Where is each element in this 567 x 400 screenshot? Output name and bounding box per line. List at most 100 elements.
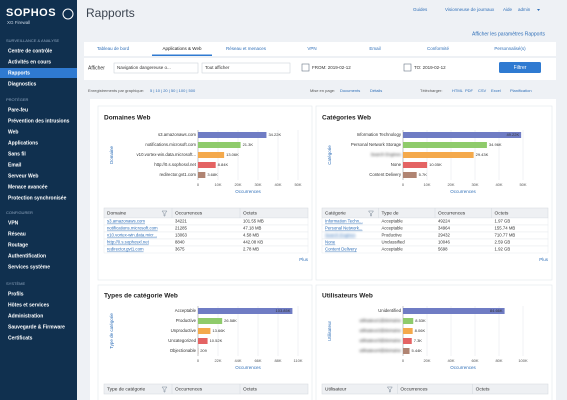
date-from[interactable]: FROM: 2019-02-12 [312,65,351,70]
table-cell: 710.77 MB [495,233,516,238]
more-link[interactable]: Plus [299,257,309,262]
sidebar-active [0,68,77,78]
tab[interactable]: Personnalisé(s) [494,46,526,51]
calendar-icon[interactable] [403,63,412,72]
table-cell[interactable]: http://0.s.sophosxl.net [107,240,150,245]
bar [198,338,208,344]
chart-title: Catégories Web [322,115,371,122]
date-to[interactable]: TO: 2019-02-12 [414,65,446,70]
records-options[interactable]: 5 | 10 | 20 | 50 | 100 | 500 [150,88,196,93]
sidebar-item[interactable]: Sauvegarde & Firmware [8,324,65,330]
table-cell[interactable]: None [325,240,336,245]
sidebar-item[interactable]: Centre de contrôle [8,48,52,54]
sidebar-item[interactable]: Web [8,129,18,135]
bar [403,348,410,354]
sidebar-item[interactable]: Routage [8,242,28,248]
sidebar-item[interactable]: Rapports [8,70,30,76]
table-row [103,245,309,254]
select-value[interactable]: Tout afficher [205,65,230,70]
column-header: Octets [495,210,509,216]
sidebar-item[interactable]: VPN [8,220,19,226]
filter-icon [367,210,375,217]
table-cell[interactable]: redirector.gvt1.com [107,247,144,252]
table-cell[interactable]: Information Techn... [325,219,363,224]
table-cell[interactable]: Content Delivery [325,247,358,252]
column-header: Type de [382,210,399,216]
value-label: 3.68K [207,172,218,177]
table-cell[interactable]: Search Engines [325,233,355,238]
table-cell: 155.74 MB [495,226,516,231]
table-cell: 21285 [175,226,188,231]
sidebar-item[interactable]: Prévention des intrusions [8,118,70,124]
table-cell: 10046 [438,240,451,245]
value-label: 8.53K [415,318,426,323]
header-link[interactable]: admin [518,7,531,12]
x-tick-label: 0 [402,358,405,363]
header-link[interactable]: Guides [413,7,428,12]
select-value[interactable]: Navigation dangereuse o... [117,65,171,70]
x-tick-label: 30K [254,182,261,187]
header-link[interactable]: Aide [503,7,513,12]
view-option[interactable]: Détails [370,88,382,93]
schedule-link[interactable]: Planification [510,88,532,93]
sidebar-item[interactable]: Protection synchronisée [8,195,67,201]
header-link[interactable]: Visionneuse de journaux [445,7,495,12]
x-tick-label: 50K [519,182,526,187]
filter-button[interactable] [499,62,541,73]
tab[interactable]: VPN [307,46,316,51]
chart-card [315,284,553,400]
sidebar-item[interactable]: Activités en cours [8,59,51,65]
category-label: utilisateur4@domaine [359,348,401,353]
sidebar-item[interactable]: Serveur Web [8,173,38,179]
download-option[interactable]: PDF [465,88,474,93]
calendar-icon[interactable] [301,63,310,72]
value-label: 13.06K [226,152,239,157]
sidebar-item[interactable]: Email [8,162,22,168]
table-cell: 49224 [438,219,451,224]
view-option[interactable]: Documents [340,88,360,93]
table-cell: Acceptable [382,219,404,224]
tab[interactable]: Réseau et menaces [226,46,267,51]
sidebar-item[interactable]: Profils [8,291,24,297]
select-box[interactable] [113,62,199,74]
table-cell[interactable]: notifications.microsoft.com [107,226,158,231]
table-cell: 4.58 MB [243,233,259,238]
sidebar-section-title: PROTÉGER [6,97,29,102]
filter-button-label[interactable]: Filtrer [514,65,527,71]
select-box[interactable] [201,62,291,74]
column-header: Octets [243,386,257,392]
table-cell: Unclassified [382,240,406,245]
sidebar-item[interactable]: Applications [8,140,38,146]
tab[interactable]: Email [369,46,380,51]
download-option[interactable]: CSV [478,88,487,93]
table-cell[interactable]: Personal Network... [325,226,363,231]
sidebar-item[interactable]: Administration [8,313,43,319]
more-link[interactable]: Plus [539,257,549,262]
tab[interactable]: Applications & Web [163,46,202,51]
settings-link[interactable]: Afficher les paramètres Rapports [472,31,545,37]
bar [403,318,414,324]
sidebar-item[interactable]: Authentification [8,253,46,259]
sidebar-item[interactable]: Pare-feu [8,107,28,113]
sidebar-item[interactable]: Certificats [8,335,33,341]
sidebar-item[interactable]: Diagnostics [8,81,37,87]
sidebar-item[interactable]: Sans fil [8,151,26,157]
category-label: redirector.gvt1.com [159,172,196,177]
view-label: Mise en page: [310,88,335,93]
column-header: Occurrences [175,386,203,392]
tab[interactable]: Tableau de bord [97,46,130,51]
sidebar-item[interactable]: Services système [8,264,50,270]
sidebar-item[interactable]: Réseau [8,231,26,237]
download-option[interactable]: HTML [452,88,464,93]
sidebar-item[interactable]: Hôtes et services [8,302,49,308]
column-header: Octets [243,210,257,216]
download-option[interactable]: Excel [491,88,501,93]
table-cell[interactable]: v10.vortex-win.data.micr... [107,233,157,238]
tab-underline [152,54,212,56]
tab[interactable]: Conformité [427,46,450,51]
table-cell[interactable]: s3.amazonaws.com [107,219,145,224]
sidebar-item[interactable]: Menace avancée [8,184,48,190]
category-label: Personal Network Storage [351,142,402,147]
category-label: notifications.microsoft.com [145,142,196,147]
category-label: Uncategorized [168,338,196,343]
